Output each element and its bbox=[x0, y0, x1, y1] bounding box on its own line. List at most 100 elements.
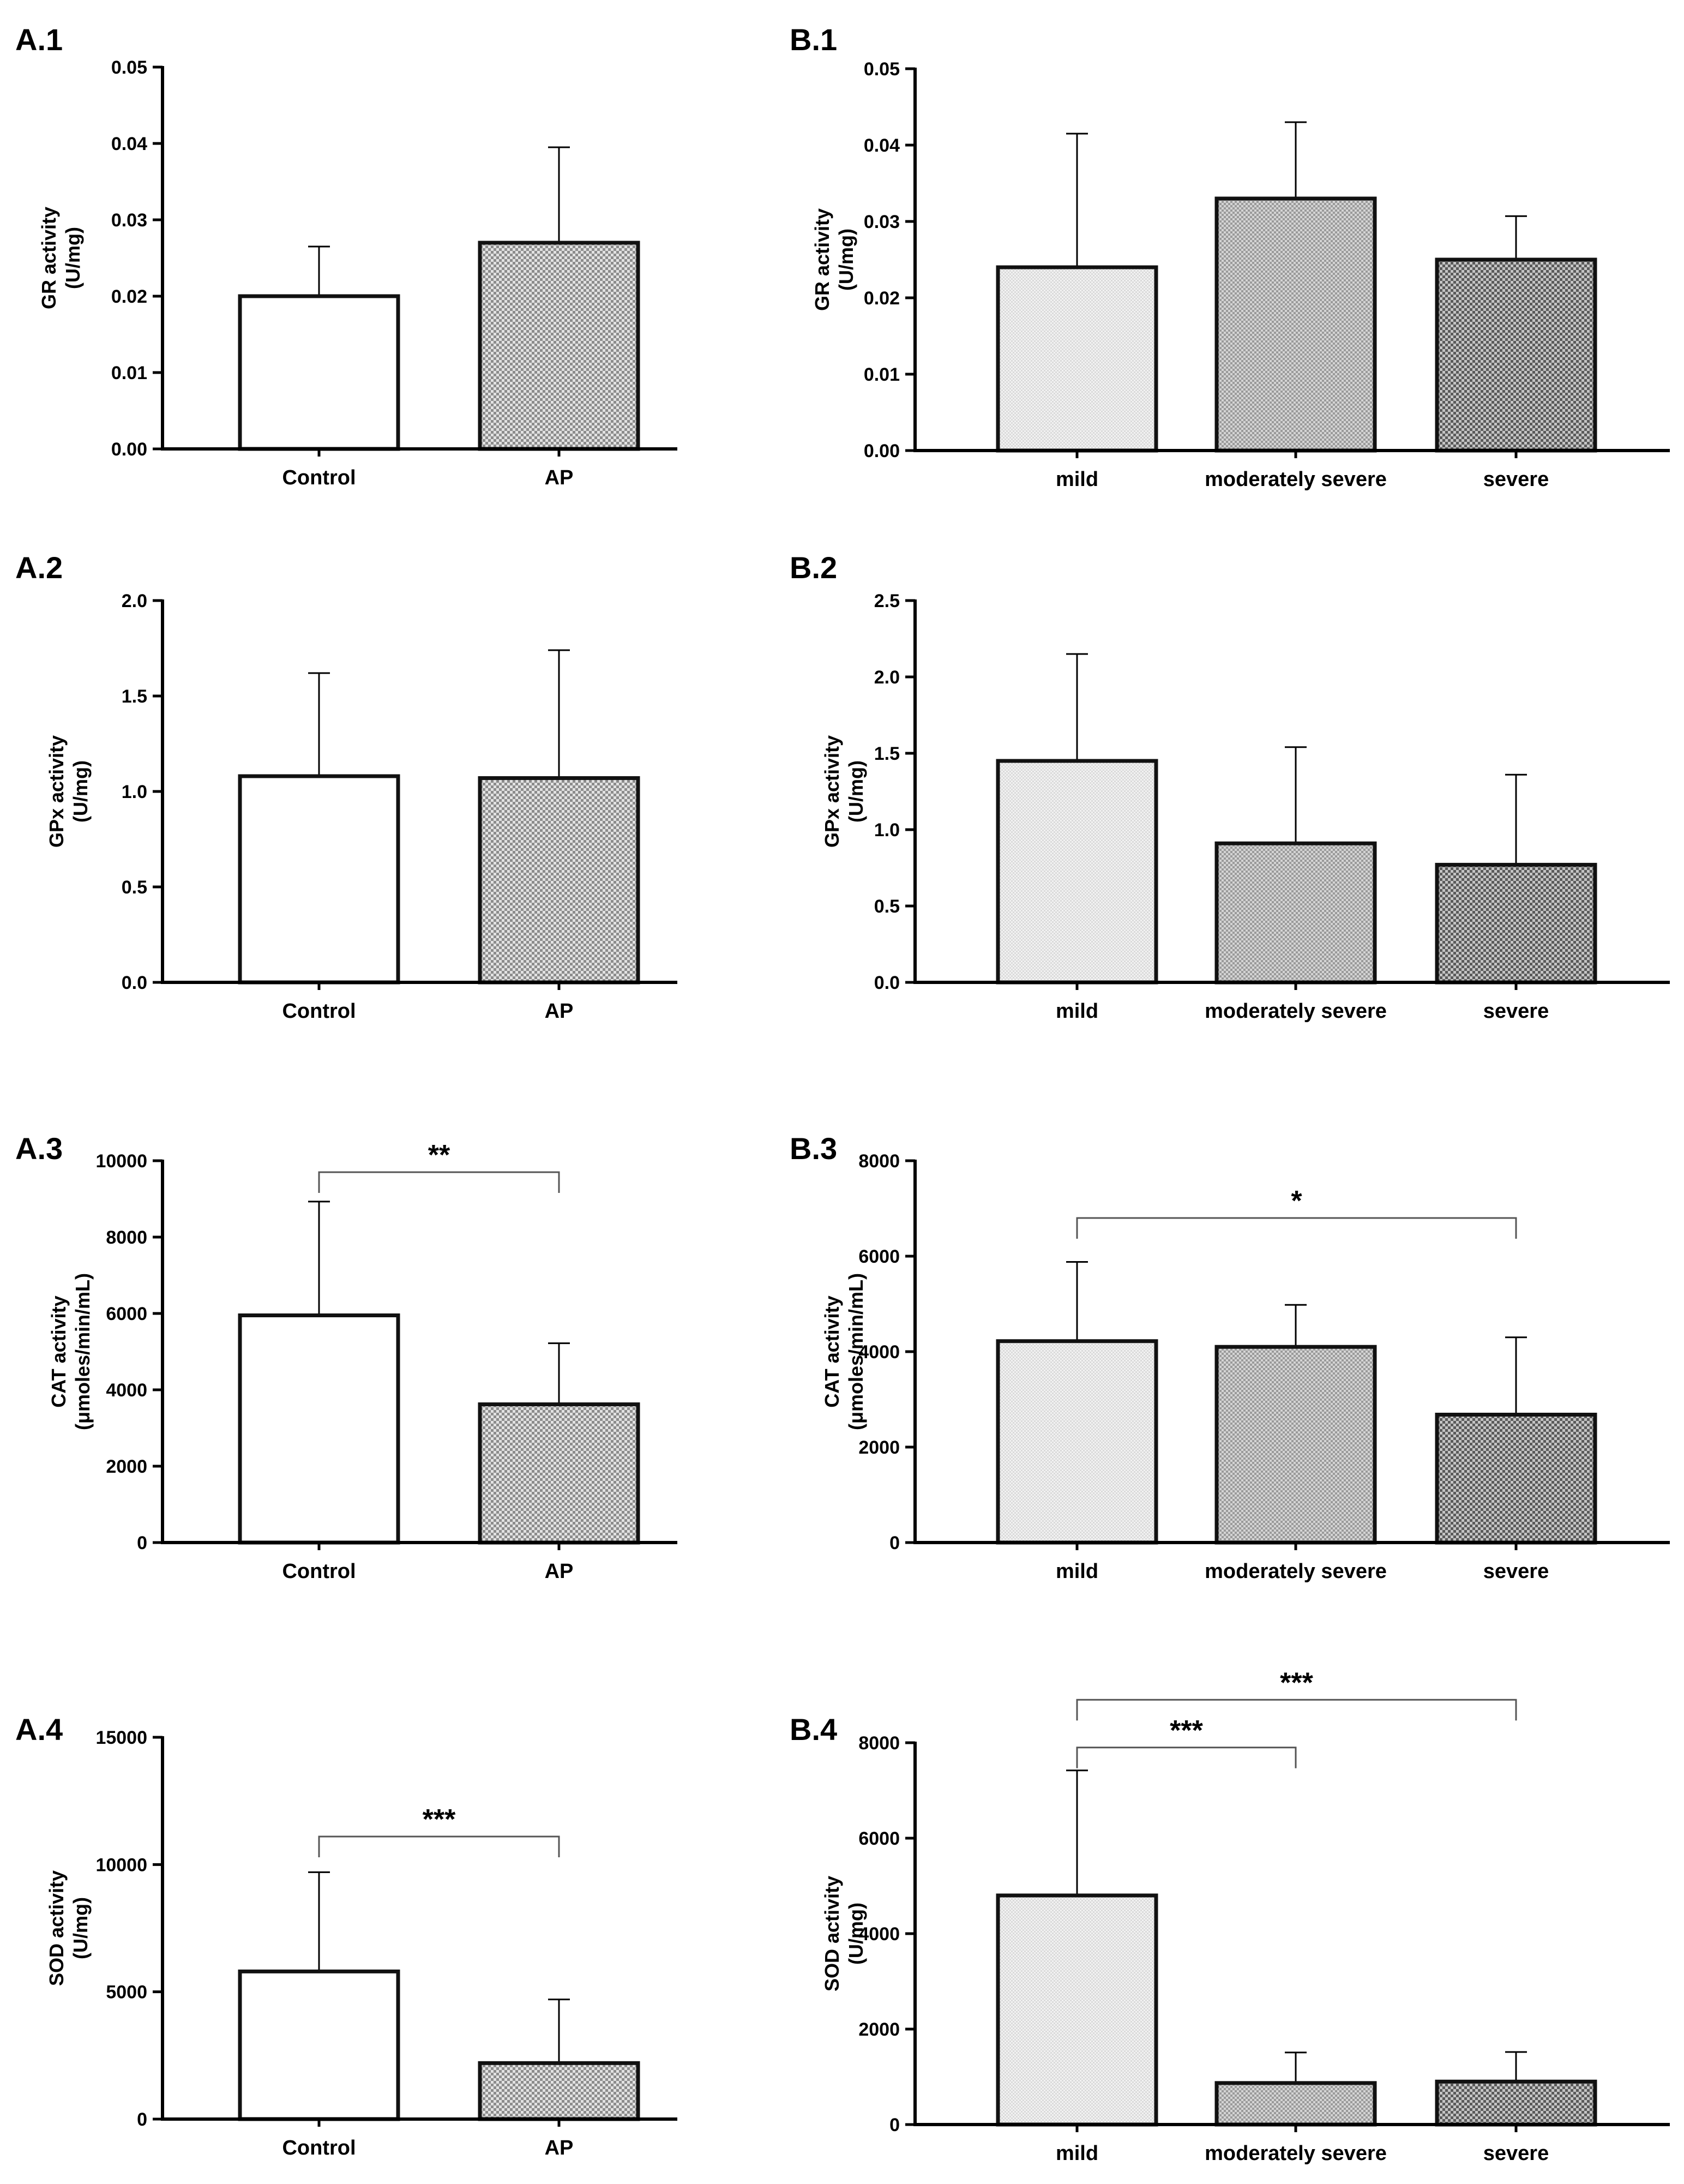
y-tick-label: 0.05 bbox=[111, 57, 147, 78]
y-tick-label: 0 bbox=[889, 1533, 900, 1553]
y-tick-label: 8000 bbox=[858, 1151, 900, 1172]
y-tick-label: 0.03 bbox=[864, 212, 900, 232]
bar-moderately-severe bbox=[1214, 196, 1377, 453]
y-tick-label: 0.0 bbox=[874, 973, 900, 993]
category-label: moderately severe bbox=[1205, 1000, 1387, 1023]
category-label: Control bbox=[282, 1560, 356, 1583]
y-tick-label: 0 bbox=[137, 2109, 147, 2130]
y-tick-label: 10000 bbox=[95, 1151, 147, 1172]
significance-label: *** bbox=[1170, 1715, 1203, 1747]
panel-label: B.3 bbox=[790, 1131, 837, 1166]
bar-severe bbox=[1435, 2079, 1597, 2127]
y-axis-label: GR activity(U/mg) bbox=[38, 207, 84, 309]
significance-bracket bbox=[1076, 1217, 1517, 1239]
bar-control bbox=[238, 774, 400, 985]
y-tick-label: 2.5 bbox=[874, 591, 900, 611]
category-label: moderately severe bbox=[1205, 1560, 1387, 1583]
y-tick-label: 6000 bbox=[858, 1246, 900, 1267]
y-tick-label: 0.00 bbox=[864, 441, 900, 461]
y-axis-label-line: CAT activity bbox=[47, 1295, 70, 1407]
y-tick-label: 10000 bbox=[95, 1855, 147, 1875]
y-tick-label: 0.02 bbox=[864, 288, 900, 309]
significance-bracket bbox=[1076, 1699, 1517, 1721]
y-tick-label: 0.05 bbox=[864, 59, 900, 80]
y-axis-label-line: (U/mg) bbox=[845, 760, 867, 823]
category-label: severe bbox=[1483, 468, 1549, 491]
chart-B-2: B.2 GPx activity(U/mg) mild moderately seve… bbox=[790, 550, 1670, 1023]
y-tick-label: 1.5 bbox=[874, 743, 900, 764]
y-axis-label: GPx activity(U/mg) bbox=[45, 735, 92, 848]
y-axis-label-line: GPx activity bbox=[45, 735, 68, 848]
bar-ap bbox=[478, 2061, 640, 2121]
category-label: moderately severe bbox=[1205, 468, 1387, 491]
y-tick-label: 1.0 bbox=[874, 820, 900, 841]
panel-label: B.2 bbox=[790, 550, 837, 585]
y-tick-label: 6000 bbox=[858, 1828, 900, 1849]
chart-A-2: A.2 GPx activity(U/mg) Control AP 0.0 0.5 1.0 1… bbox=[15, 550, 677, 1023]
y-tick-label: 2000 bbox=[858, 1437, 900, 1458]
bar-moderately-severe bbox=[1214, 841, 1377, 985]
category-label: Control bbox=[282, 2137, 356, 2159]
y-axis-label-line: (U/mg) bbox=[69, 760, 92, 823]
chart-A-3: A.3 CAT activity(μmoles/min/mL) Control AP 0… bbox=[15, 1131, 677, 1583]
panel-label: A.2 bbox=[15, 550, 63, 585]
chart-B-1: B.1 GR activity(U/mg) mild moderately sever… bbox=[790, 22, 1670, 491]
y-tick-label: 0.01 bbox=[111, 363, 147, 383]
y-tick-label: 0 bbox=[137, 1533, 147, 1553]
category-label: mild bbox=[1056, 468, 1098, 491]
y-tick-label: 0.04 bbox=[864, 135, 900, 156]
category-label: severe bbox=[1483, 1000, 1549, 1023]
bar-ap bbox=[478, 1402, 640, 1545]
bar-ap bbox=[478, 241, 640, 451]
panel-label: A.3 bbox=[15, 1131, 63, 1166]
y-axis-label: CAT activity(μmoles/min/mL) bbox=[47, 1273, 94, 1430]
y-axis-label: SOD activity(U/mg) bbox=[821, 1876, 867, 1991]
y-tick-label: 4000 bbox=[858, 1342, 900, 1363]
y-tick-label: 8000 bbox=[858, 1733, 900, 1754]
category-label: moderately severe bbox=[1205, 2142, 1387, 2165]
y-axis-label-line: SOD activity bbox=[821, 1876, 843, 1991]
bar-moderately-severe bbox=[1214, 1345, 1377, 1545]
y-tick-label: 0.01 bbox=[864, 364, 900, 385]
panel-label: A.4 bbox=[15, 1712, 63, 1747]
category-label: Control bbox=[282, 1000, 356, 1023]
y-tick-label: 4000 bbox=[858, 1924, 900, 1945]
bar-severe bbox=[1435, 1413, 1597, 1545]
category-label: mild bbox=[1056, 1560, 1098, 1583]
y-axis-label: GPx activity(U/mg) bbox=[821, 735, 867, 848]
y-tick-label: 2000 bbox=[106, 1456, 147, 1477]
y-tick-label: 15000 bbox=[95, 1727, 147, 1748]
chart-B-4: B.4 SOD activity(U/mg) mild moderately seve… bbox=[790, 1667, 1670, 2165]
significance-label: *** bbox=[1280, 1667, 1313, 1699]
chart-A-1: A.1 GR activity(U/mg) Control AP 0.00 0.01 0.0… bbox=[15, 22, 677, 489]
category-label: Control bbox=[282, 466, 356, 489]
chart-B-3: B.3 CAT activity(μmoles/min/mL) mild modera… bbox=[790, 1131, 1670, 1583]
category-label: severe bbox=[1483, 2142, 1549, 2165]
category-label: AP bbox=[545, 1560, 574, 1583]
significance-label: ** bbox=[428, 1139, 450, 1171]
y-tick-label: 4000 bbox=[106, 1380, 147, 1401]
y-tick-label: 0.04 bbox=[111, 134, 147, 154]
y-tick-label: 0 bbox=[889, 2115, 900, 2135]
significance-label: *** bbox=[423, 1804, 456, 1835]
bar-mild bbox=[996, 265, 1158, 453]
y-tick-label: 0.00 bbox=[111, 439, 147, 460]
bar-moderately-severe bbox=[1214, 2081, 1377, 2127]
significance-bracket bbox=[318, 1835, 560, 1857]
bar-control bbox=[238, 294, 400, 451]
y-tick-label: 5000 bbox=[106, 1982, 147, 2003]
y-axis-label-line: (U/mg) bbox=[835, 229, 857, 291]
chart-A-4: A.4 SOD activity(U/mg) Control AP 0 5000 10000… bbox=[15, 1712, 677, 2159]
y-axis-label-line: (U/mg) bbox=[69, 1897, 92, 1959]
bar-severe bbox=[1435, 257, 1597, 453]
bar-ap bbox=[478, 776, 640, 985]
category-label: mild bbox=[1056, 1000, 1098, 1023]
bar-mild bbox=[996, 1339, 1158, 1545]
y-axis-label-line: GPx activity bbox=[821, 735, 843, 848]
category-label: AP bbox=[545, 1000, 574, 1023]
y-tick-label: 1.5 bbox=[122, 686, 147, 707]
bar-control bbox=[238, 1969, 400, 2121]
bar-mild bbox=[996, 1893, 1158, 2127]
significance-bracket bbox=[1076, 1747, 1297, 1768]
